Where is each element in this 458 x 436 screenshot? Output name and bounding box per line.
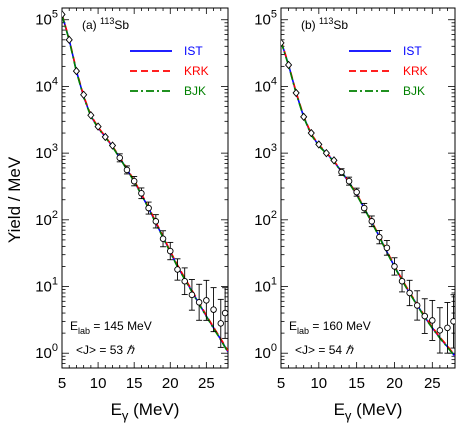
data-point [130, 177, 138, 185]
plot-frame [61, 7, 229, 369]
data-point [217, 320, 225, 327]
data-point [181, 277, 188, 285]
y-axis-title: Yield / MeV [5, 156, 24, 243]
y-tick-label: 100 [254, 342, 277, 362]
data-point [368, 218, 376, 225]
series-line-krk [281, 40, 455, 357]
data-point [330, 156, 338, 165]
panel-label: (b) 113Sb [301, 16, 348, 32]
y-tick-label: 101 [254, 276, 277, 296]
x-tick-label: 10 [310, 375, 327, 392]
x-tick-label: 20 [162, 375, 179, 392]
data-point [429, 317, 436, 324]
data-point [188, 291, 196, 299]
data-point [444, 324, 451, 332]
x-tick-label: 25 [424, 375, 441, 392]
data-point [391, 263, 398, 270]
y-tick-label: 105 [254, 9, 277, 29]
data-point [353, 188, 360, 196]
data-point [159, 235, 167, 243]
x-tick-label: 5 [58, 375, 66, 392]
beam-energy-annotation: Elab = 145 MeV [70, 319, 152, 336]
data-point [345, 177, 353, 185]
data-point [284, 60, 293, 70]
legend-label-ist: IST [403, 44, 422, 58]
data-point [65, 35, 73, 45]
y-tick-label: 102 [35, 209, 58, 229]
y-tick-label: 101 [35, 276, 58, 296]
data-point [281, 38, 285, 48]
x-tick-label: 20 [386, 375, 403, 392]
x-tick-label: 15 [126, 375, 143, 392]
x-axis-title: Eγ (MeV) [111, 400, 180, 423]
data-point [203, 297, 210, 304]
x-axis-title: Eγ (MeV) [334, 400, 403, 423]
legend-label-krk: KRK [403, 64, 428, 78]
data-point [322, 148, 330, 158]
data-point [383, 244, 391, 252]
data-point [292, 88, 300, 98]
x-tick-label: 5 [277, 375, 285, 392]
plot-frame [280, 7, 456, 369]
data-point [108, 141, 117, 150]
data-point [376, 233, 383, 241]
panel-a: 5 10 15 20 25 100 101 102 103 104 105 Eγ (MeV) (a) 1… [35, 7, 229, 423]
x-tick-label: 10 [90, 375, 107, 392]
data-point [398, 277, 406, 285]
data-point [145, 204, 152, 212]
data-point [101, 132, 109, 142]
spin-annotation: <J> = 54 ℏ [295, 343, 354, 357]
data-point [87, 111, 95, 120]
spin-annotation: <J> = 53 ℏ [76, 343, 135, 357]
data-point [195, 299, 203, 306]
data-point [413, 302, 421, 309]
data-point [167, 247, 174, 255]
data-point [315, 140, 323, 149]
data-point [80, 90, 88, 99]
data-point [152, 218, 160, 225]
legend-label-ist: IST [184, 44, 203, 58]
y-tick-label: 102 [254, 209, 277, 229]
data-point [94, 122, 102, 131]
panel-b: 5 10 15 20 25 100 101 102 103 104 105 Eγ (MeV) (b) 1… [254, 7, 456, 423]
data-point [62, 10, 66, 19]
x-tick-label: 15 [348, 375, 365, 392]
legend-label-krk: KRK [184, 64, 209, 78]
data-point [450, 318, 455, 325]
data-point [116, 154, 123, 162]
data-point [307, 128, 315, 138]
series-line-bjk [281, 41, 455, 358]
beam-energy-annotation: Elab = 160 MeV [289, 319, 371, 336]
y-tick-label: 103 [35, 142, 58, 162]
panel-label: (a) 113Sb [82, 16, 129, 32]
legend-label-bjk: BJK [403, 84, 425, 98]
plot-area [62, 10, 228, 353]
data-point [72, 66, 81, 76]
data-point [421, 312, 428, 320]
plot-area [281, 38, 455, 358]
data-point [360, 204, 368, 212]
data-point [221, 309, 228, 317]
data-point [436, 327, 444, 334]
data-point [210, 306, 217, 313]
y-tick-label: 103 [254, 142, 277, 162]
y-tick-label: 105 [35, 9, 58, 29]
y-tick-label: 100 [35, 342, 58, 362]
y-tick-label: 104 [35, 75, 58, 95]
data-point [123, 166, 131, 174]
data-point [138, 190, 145, 197]
series-line-ist [281, 40, 455, 357]
data-point [338, 168, 345, 176]
data-point [406, 289, 413, 297]
y-tick-label: 104 [254, 75, 277, 95]
legend-label-bjk: BJK [184, 84, 206, 98]
data-point [174, 266, 181, 273]
x-tick-label: 25 [198, 375, 215, 392]
data-point [300, 112, 308, 122]
